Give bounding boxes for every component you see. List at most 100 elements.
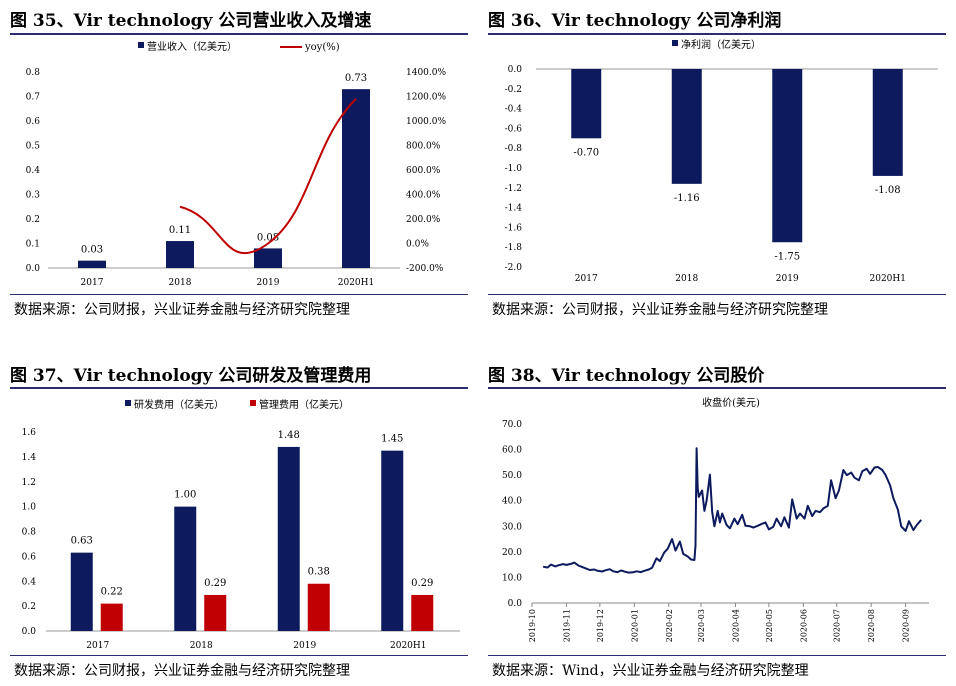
- bar: [204, 594, 227, 631]
- y-tick-label: 1.2: [22, 478, 36, 488]
- bar: [411, 594, 434, 631]
- bar: [166, 241, 194, 268]
- x-tick-label: 2017: [86, 641, 109, 651]
- panel-title: 图 38、Vir technology 公司股价: [488, 366, 765, 386]
- y2-tick-label: 200.0%: [406, 215, 441, 225]
- bar: [277, 446, 300, 631]
- x-tick-label: 2018: [169, 278, 192, 288]
- data-label: 0.03: [81, 245, 103, 256]
- x-tick-label: 2020H1: [338, 278, 374, 288]
- bar: [70, 552, 93, 631]
- x-tick-label: 2020-01: [630, 609, 639, 642]
- y2-tick-label: 600.0%: [406, 166, 441, 176]
- y2-tick-label: 1000.0%: [406, 117, 446, 127]
- x-tick-label: 2020H1: [870, 274, 906, 284]
- chart-title: 收盘价(美元): [702, 396, 760, 409]
- y-tick-label: -0.8: [505, 144, 523, 154]
- y-tick-label: 0.1: [26, 240, 40, 250]
- legend-label: 营业收入（亿美元）: [147, 40, 237, 53]
- panel-title: 图 36、Vir technology 公司净利润: [488, 11, 782, 31]
- y-tick-label: 0.2: [22, 602, 36, 612]
- data-label: 1.00: [174, 490, 196, 501]
- y-tick-label: 20.0: [502, 548, 522, 558]
- y-tick-label: -1.2: [505, 184, 522, 194]
- bar: [772, 69, 803, 243]
- y-tick-label: 0.4: [26, 166, 41, 176]
- x-tick-label: 2020H1: [390, 641, 426, 651]
- y-tick-label: 0.2: [26, 215, 40, 225]
- legend-label: 管理费用（亿美元）: [259, 398, 349, 411]
- expenses-chart: 0.0 0.2 0.4 0.6 0.8 1.0 1.2 1.4 1.6 2017 0.63 0.22 2…: [22, 398, 460, 651]
- price-line: [542, 447, 922, 574]
- x-tick-label: 2020-04: [732, 609, 741, 642]
- bar: [571, 69, 602, 139]
- y-tick-label: 0.6: [26, 117, 41, 127]
- panel-title: 图 35、Vir technology 公司营业收入及增速: [10, 11, 372, 31]
- y-tick-label: -0.6: [505, 124, 523, 134]
- y-tick-label: -0.2: [505, 85, 522, 95]
- x-tick-label: 2020-02: [665, 609, 674, 642]
- source-rule: [488, 655, 946, 656]
- y-tick-label: 0.6: [22, 552, 37, 562]
- panel-stock-price: 图 38、Vir technology 公司股价 收盘价(美元) 0.0 10.0 2…: [488, 355, 946, 685]
- legend-swatch: [250, 400, 256, 406]
- bar: [671, 69, 702, 184]
- source-note: 数据来源：公司财报，兴业证券金融与经济研究院整理: [492, 302, 828, 318]
- data-label: 0.22: [101, 587, 123, 598]
- y-tick-label: -0.4: [505, 105, 523, 115]
- series-line: [179, 98, 357, 255]
- x-tick-label: 2019-10: [528, 609, 537, 642]
- panel-revenue: 图 35、Vir technology 公司营业收入及增速 0.0 0.1 0.2 0…: [10, 0, 468, 330]
- bar: [381, 450, 404, 631]
- bar: [342, 89, 370, 269]
- data-label: 0.29: [204, 578, 226, 589]
- title-rule: [488, 33, 946, 35]
- y-tick-label: 1.4: [22, 453, 37, 463]
- data-label: 0.11: [169, 225, 191, 236]
- bar: [254, 248, 282, 268]
- x-tick-label: 2019: [293, 641, 316, 651]
- y-tick-label: 0.8: [22, 528, 37, 538]
- y-tick-label: 60.0: [502, 446, 522, 456]
- y-tick-label: 70.0: [502, 420, 522, 430]
- x-tick-label: 2020-07: [833, 609, 842, 642]
- data-label: -1.75: [774, 251, 800, 262]
- title-rule: [488, 387, 946, 389]
- legend-swatch: [138, 42, 144, 48]
- x-tick-label: 2020-09: [902, 609, 911, 642]
- revenue-chart: 0.0 0.1 0.2 0.3 0.4 0.5 0.6 0.7 0.8 -200.0% 0.0% 20…: [26, 40, 447, 288]
- x-tick-label: 2020-06: [799, 609, 808, 642]
- y2-tick-label: 800.0%: [406, 142, 441, 152]
- source-rule: [10, 294, 468, 295]
- x-tick-label: 2017: [81, 278, 104, 288]
- data-label: -1.08: [875, 185, 901, 196]
- y2-tick-label: 400.0%: [406, 191, 441, 201]
- y-tick-label: 0.3: [26, 191, 41, 201]
- y-tick-label: -1.6: [505, 223, 523, 233]
- x-tick-label: 2019-11: [562, 609, 571, 642]
- data-label: 0.08: [257, 232, 279, 243]
- y2-tick-label: 0.0%: [406, 240, 429, 250]
- source-note: 数据来源：公司财报，兴业证券金融与经济研究院整理: [14, 302, 350, 318]
- bar: [100, 603, 123, 631]
- source-rule: [488, 294, 946, 295]
- y2-tick-label: 1400.0%: [406, 68, 446, 78]
- y-tick-label: 0.4: [22, 577, 37, 587]
- net-profit-chart: 0.0 -0.2 -0.4 -0.6 -0.8 -1.0 -1.2 -1.4 -1.6 -1.8 -…: [505, 38, 938, 284]
- title-rule: [10, 387, 468, 389]
- y-tick-label: 0.0: [508, 65, 523, 75]
- panel-title: 图 37、Vir technology 公司研发及管理费用: [10, 366, 372, 386]
- panel-expenses: 图 37、Vir technology 公司研发及管理费用 0.0 0.2 0.4 0…: [10, 355, 468, 685]
- x-tick-label: 2019: [776, 274, 799, 284]
- y-tick-label: 0.7: [26, 93, 41, 103]
- x-tick-label: 2018: [675, 274, 698, 284]
- data-label: 1.45: [381, 434, 403, 445]
- y-tick-label: 40.0: [502, 497, 522, 507]
- x-tick-label: 2020-08: [867, 609, 876, 642]
- data-label: -1.16: [674, 193, 700, 204]
- source-note: 数据来源：Wind，兴业证券金融与经济研究院整理: [492, 663, 809, 679]
- y-tick-label: 1.6: [22, 428, 37, 438]
- y-tick-label: -1.4: [505, 204, 523, 214]
- bar: [174, 506, 197, 631]
- x-tick-label: 2017: [575, 274, 598, 284]
